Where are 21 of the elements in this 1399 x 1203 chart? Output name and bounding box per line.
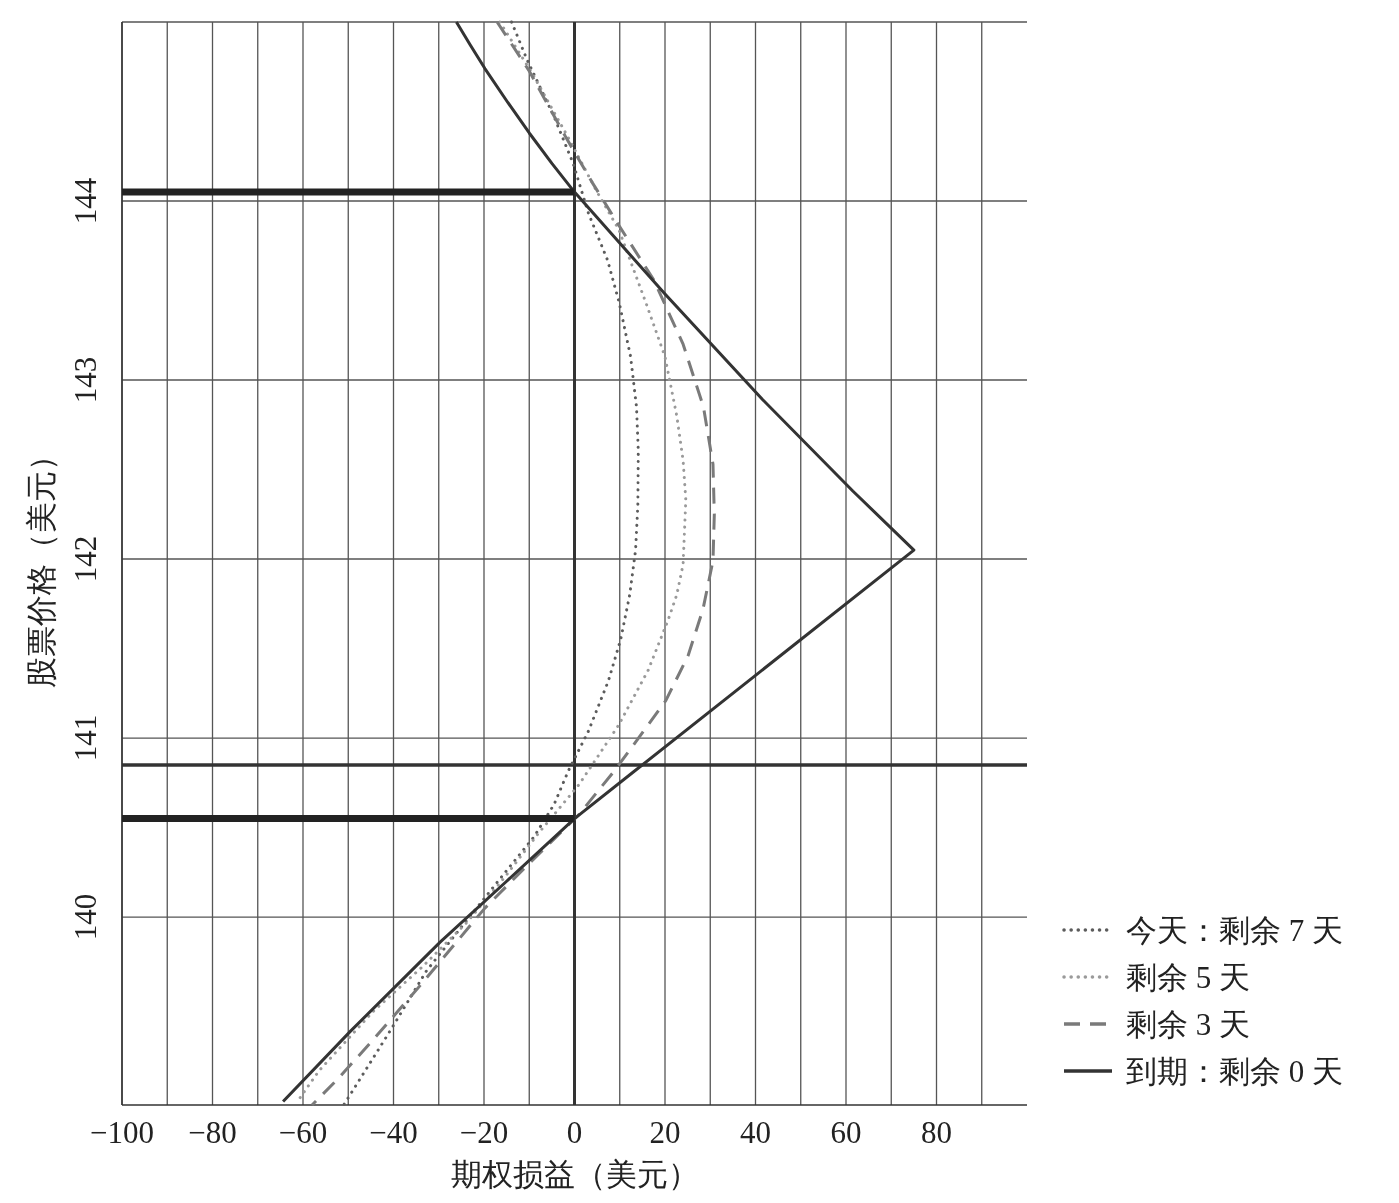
x-tick-label: 80 — [921, 1115, 952, 1150]
y-tick-label: 144 — [68, 177, 103, 225]
legend-label: 到期：剩余 0 天 — [1126, 1054, 1343, 1089]
x-tick-label: −20 — [459, 1115, 509, 1150]
legend-label: 今天：剩余 7 天 — [1126, 913, 1343, 948]
x-tick-label: −60 — [278, 1115, 328, 1150]
y-tick-label: 141 — [68, 714, 103, 762]
y-tick-label: 143 — [68, 356, 103, 404]
x-tick-label: 40 — [740, 1115, 771, 1150]
x-tick-label: 0 — [566, 1115, 583, 1150]
legend-label: 剩余 3 天 — [1126, 1007, 1250, 1042]
x-tick-label: 20 — [649, 1115, 681, 1150]
y-axis-title: 股票价格（美元） — [24, 439, 59, 688]
x-tick-label: −80 — [188, 1115, 237, 1150]
x-axis-title: 期权损益（美元） — [450, 1157, 699, 1192]
y-tick-label: 142 — [68, 535, 103, 583]
y-tick-label: 140 — [68, 893, 103, 941]
x-tick-label: −100 — [90, 1115, 154, 1150]
legend-label: 剩余 5 天 — [1126, 960, 1250, 995]
x-tick-label: 60 — [830, 1115, 862, 1150]
x-tick-label: −40 — [369, 1115, 418, 1150]
